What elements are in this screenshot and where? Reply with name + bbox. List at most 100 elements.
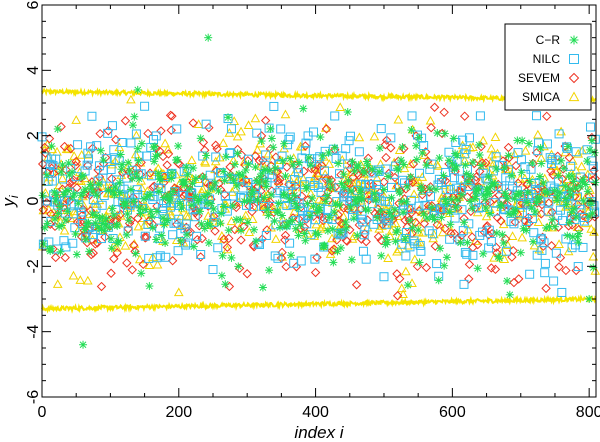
data-point-asterisk <box>485 209 494 218</box>
data-point-square <box>461 145 471 155</box>
data-point-triangle <box>40 187 51 197</box>
data-point-asterisk <box>130 112 139 121</box>
data-point-square <box>338 228 348 238</box>
data-point-asterisk <box>500 164 509 173</box>
data-point-asterisk <box>431 185 440 194</box>
data-point-asterisk <box>562 200 571 209</box>
data-point-diamond <box>100 232 110 242</box>
data-point-triangle <box>240 210 251 220</box>
data-point-asterisk <box>505 290 514 299</box>
data-point-square <box>441 167 451 177</box>
data-point-asterisk <box>583 157 592 166</box>
data-point-asterisk <box>269 143 278 152</box>
data-point-triangle <box>533 129 543 139</box>
data-point-triangle <box>236 126 246 136</box>
data-point-triangle <box>481 211 492 221</box>
data-point-triangle <box>534 244 545 254</box>
data-point-diamond <box>222 242 233 253</box>
data-point-triangle <box>78 200 89 210</box>
data-point-square <box>407 111 417 121</box>
data-point-diamond <box>156 126 166 136</box>
data-point-asterisk <box>401 234 410 243</box>
data-point-asterisk <box>324 148 333 157</box>
data-point-diamond <box>197 233 207 244</box>
data-point-square <box>213 243 223 253</box>
data-point-diamond <box>542 111 552 122</box>
data-point-triangle <box>393 114 404 124</box>
data-point-square <box>190 212 200 222</box>
data-point-square <box>318 178 328 188</box>
data-point-triangle <box>167 199 177 209</box>
data-point-square <box>586 122 596 132</box>
data-point-diamond <box>211 140 221 150</box>
data-point-asterisk <box>449 134 458 143</box>
data-point-triangle <box>409 189 419 199</box>
data-point-diamond <box>318 215 328 226</box>
data-point-asterisk <box>504 151 513 160</box>
data-point-asterisk <box>569 177 578 186</box>
data-point-diamond <box>95 128 105 139</box>
data-point-asterisk <box>435 154 444 163</box>
data-point-square <box>148 195 158 205</box>
data-point-asterisk <box>477 161 486 170</box>
data-point-asterisk <box>295 158 304 167</box>
data-point-asterisk <box>492 229 501 238</box>
data-point-asterisk <box>468 204 477 213</box>
data-point-asterisk <box>452 162 461 171</box>
data-point-asterisk <box>271 164 280 173</box>
data-point-diamond <box>185 227 196 237</box>
data-point-asterisk <box>364 206 373 215</box>
data-point-diamond <box>503 142 514 153</box>
data-point-asterisk <box>232 181 241 190</box>
data-point-asterisk <box>56 247 65 256</box>
data-point-asterisk <box>253 195 262 204</box>
data-point-triangle <box>369 131 380 141</box>
data-point-asterisk <box>267 134 276 143</box>
data-point-asterisk <box>566 185 575 194</box>
data-point-diamond <box>282 162 292 172</box>
data-point-asterisk <box>525 177 534 186</box>
data-point-asterisk <box>528 159 537 168</box>
data-point-square <box>588 161 598 171</box>
data-point-asterisk <box>293 203 302 212</box>
data-point-asterisk <box>375 144 384 153</box>
data-point-square <box>80 166 90 176</box>
data-point-asterisk <box>303 199 312 208</box>
data-point-diamond <box>546 241 557 251</box>
data-point-diamond <box>71 156 81 167</box>
data-point-asterisk <box>224 226 233 235</box>
data-point-triangle <box>229 116 240 125</box>
data-point-asterisk <box>563 142 572 151</box>
data-point-asterisk <box>342 223 351 232</box>
data-point-asterisk <box>134 156 143 165</box>
y-tick-label: 6 <box>25 0 42 9</box>
data-point-triangle <box>478 135 488 145</box>
data-point-diamond <box>195 252 206 262</box>
data-point-triangle <box>133 221 144 231</box>
data-point-square <box>534 138 544 148</box>
data-point-square <box>319 166 329 176</box>
data-point-square <box>208 265 218 275</box>
data-point-asterisk <box>565 218 574 227</box>
data-point-asterisk <box>414 133 423 142</box>
ticks-layer: 0 200 400 600 800 -6 -4 -2 0 2 4 6 <box>25 0 600 421</box>
data-point-asterisk <box>430 215 439 224</box>
data-point-asterisk <box>91 219 100 228</box>
data-point-diamond <box>514 274 524 284</box>
data-point-asterisk <box>230 160 239 169</box>
data-point-square <box>456 174 466 184</box>
legend: C−R NILC SEVEM SMICA <box>504 23 592 111</box>
data-point-square <box>127 197 137 207</box>
data-point-square <box>284 134 294 144</box>
legend-label: C−R <box>536 33 561 47</box>
data-point-square <box>562 143 572 153</box>
data-point-asterisk <box>363 161 372 170</box>
data-point-asterisk <box>176 199 185 208</box>
data-point-square <box>106 164 116 174</box>
data-point-square <box>543 206 553 216</box>
data-point-square <box>369 219 379 229</box>
data-point-asterisk <box>503 276 512 285</box>
data-point-asterisk <box>335 200 344 209</box>
data-point-square <box>152 253 162 263</box>
data-point-diamond <box>452 234 462 245</box>
